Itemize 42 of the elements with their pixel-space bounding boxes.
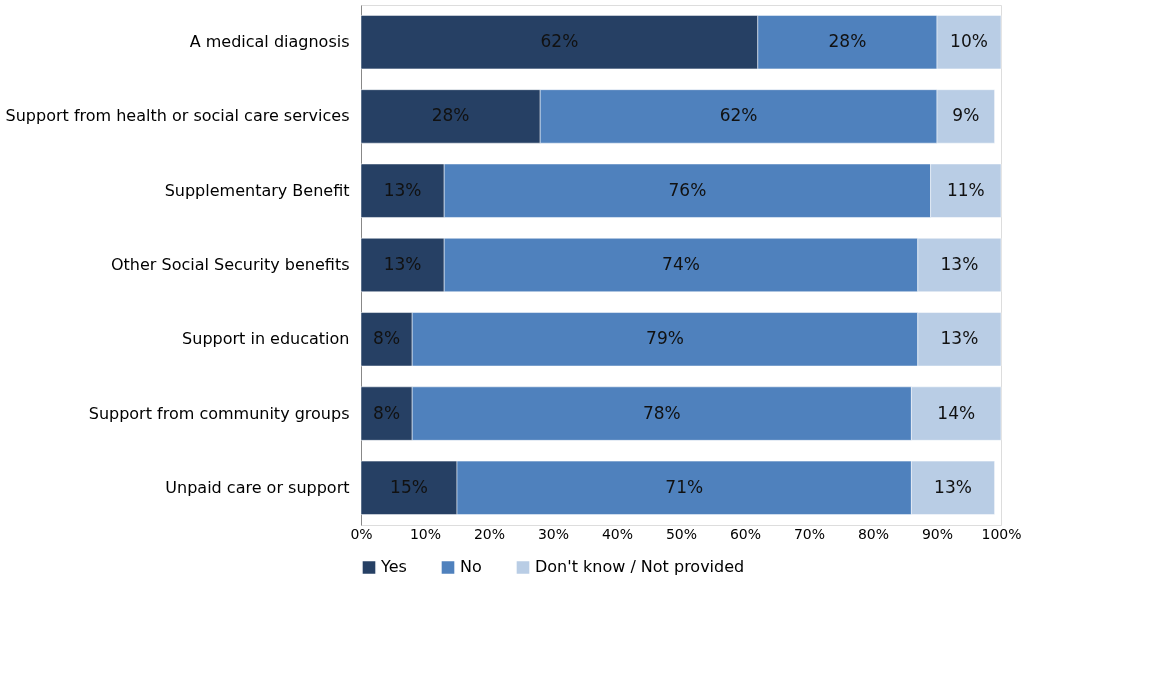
data-label: 13% — [940, 254, 979, 274]
data-label: 8% — [373, 328, 401, 349]
data-label: 13% — [383, 254, 422, 274]
y-tick-label: Support in education — [182, 329, 350, 349]
data-label: 79% — [646, 328, 684, 349]
y-tick-label: Supplementary Benefit — [164, 180, 350, 200]
data-label: 9% — [952, 105, 980, 126]
data-label: 62% — [719, 105, 758, 126]
x-tick-label: 90% — [921, 525, 954, 542]
data-label: 28% — [828, 31, 867, 52]
x-tick-label: 60% — [729, 525, 762, 542]
legend-label: No — [460, 557, 482, 577]
x-tick-label: 30% — [537, 525, 570, 542]
data-label: 74% — [662, 254, 700, 274]
x-tick-label: 70% — [793, 525, 826, 542]
data-label: 76% — [668, 179, 707, 200]
data-label: 13% — [940, 328, 979, 349]
data-label: 8% — [373, 402, 401, 423]
data-label: 13% — [934, 476, 972, 497]
data-label: 13% — [383, 179, 422, 200]
x-tick-label: 100% — [981, 525, 1022, 542]
data-label: 78% — [642, 402, 681, 423]
x-tick-label: 0% — [350, 525, 373, 542]
data-label: 11% — [946, 179, 985, 200]
data-label: 14% — [937, 402, 976, 423]
y-tick-label: A medical diagnosis — [189, 32, 350, 52]
x-tick-label: 40% — [601, 525, 634, 542]
x-tick-label: 10% — [409, 525, 442, 542]
legend-label: Yes — [380, 557, 407, 577]
y-tick-label: Unpaid care or support — [165, 477, 350, 497]
data-label: 71% — [665, 476, 704, 497]
data-label: 28% — [431, 105, 470, 126]
data-label: 15% — [390, 476, 428, 497]
x-tick-label: 20% — [473, 525, 506, 542]
data-label: 10% — [950, 31, 988, 52]
y-tick-label: Support from community groups — [88, 403, 350, 423]
x-tick-label: 80% — [857, 525, 890, 542]
y-tick-label: Other Social Security benefits — [111, 255, 350, 274]
data-label: 62% — [540, 31, 579, 52]
y-tick-label: Support from health or social care services — [5, 106, 350, 126]
legend-label: Don't know / Not provided — [535, 557, 745, 577]
x-tick-label: 50% — [665, 525, 698, 542]
